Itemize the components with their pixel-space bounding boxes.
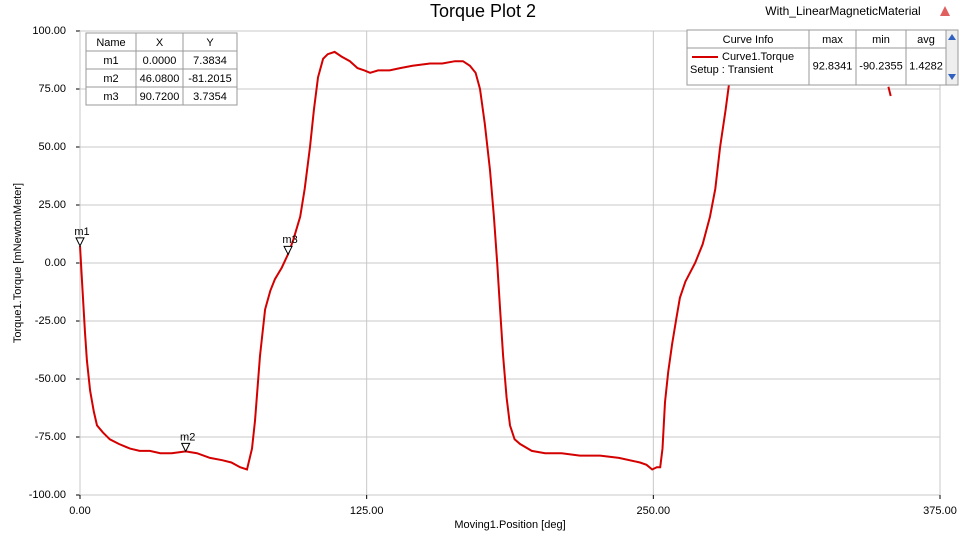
table-text: m2 <box>103 73 118 85</box>
y-tick-label: -75.00 <box>35 431 66 443</box>
x-tick-label: 250.00 <box>637 505 671 517</box>
table-text: -81.2015 <box>188 73 231 85</box>
chart-subtitle: With_LinearMagneticMaterial <box>765 4 920 18</box>
scroll-down <box>948 74 956 80</box>
table-text: 46.0800 <box>140 73 180 85</box>
marker-label: m1 <box>74 226 89 238</box>
table-cell <box>182 86 238 106</box>
table-text: m3 <box>103 91 118 103</box>
y-tick-label: 100.00 <box>32 25 66 37</box>
warning-icon <box>940 6 950 16</box>
y-tick-label: 0.00 <box>45 257 66 269</box>
table-text: X <box>156 37 164 49</box>
scrollbar <box>945 29 959 86</box>
y-tick-label: 75.00 <box>38 83 66 95</box>
table-text: min <box>872 34 890 46</box>
table-text: Curve Info <box>723 34 774 46</box>
marker-triangle <box>283 245 293 256</box>
y-tick-label: -100.00 <box>29 489 66 501</box>
table-text: 3.7354 <box>193 91 227 103</box>
table-text: 7.3834 <box>193 55 227 67</box>
table-text: m1 <box>103 55 118 67</box>
table-text: 90.7200 <box>140 91 180 103</box>
plot: m1 m2 m3 <box>74 49 892 471</box>
table-cell <box>686 47 810 86</box>
marker-label: m2 <box>180 431 195 443</box>
table-text: 0.0000 <box>143 55 177 67</box>
legend-name: Curve1.Torque <box>722 51 794 63</box>
y-tick-label: -25.00 <box>35 315 66 327</box>
table-cell <box>808 47 857 86</box>
table-cell <box>855 47 907 86</box>
legend-setup: Setup : Transient <box>690 64 773 76</box>
table-text: Name <box>96 37 125 49</box>
table-text: max <box>822 34 843 46</box>
x-axis-label: Moving1.Position [deg] <box>454 519 565 531</box>
curve-stat: 1.4282 <box>909 60 943 72</box>
x-tick-label: 0.00 <box>69 505 90 517</box>
chart-title: Torque Plot 2 <box>430 1 536 21</box>
curve-stat: -90.2355 <box>859 60 902 72</box>
scroll-up <box>948 34 956 40</box>
table-text: avg <box>917 34 935 46</box>
marker-triangle <box>180 442 191 453</box>
y-tick-label: 50.00 <box>38 141 66 153</box>
marker-label: m3 <box>282 234 297 246</box>
y-axis-label: Torque1.Torque [mNewtonMeter] <box>12 183 24 343</box>
overlay: Name X Ym1 0.0000 7.3834 m2 46.0800 -81.2015 m3 9… <box>85 29 959 106</box>
table-cell <box>905 47 947 86</box>
marker-triangle <box>75 237 85 247</box>
y-tick-label: -50.00 <box>35 373 66 385</box>
x-tick-label: 125.00 <box>350 505 384 517</box>
y-tick-label: 25.00 <box>38 199 66 211</box>
table-text: Y <box>206 37 214 49</box>
curve-stat: 92.8341 <box>813 60 853 72</box>
x-tick-label: 375.00 <box>923 505 957 517</box>
